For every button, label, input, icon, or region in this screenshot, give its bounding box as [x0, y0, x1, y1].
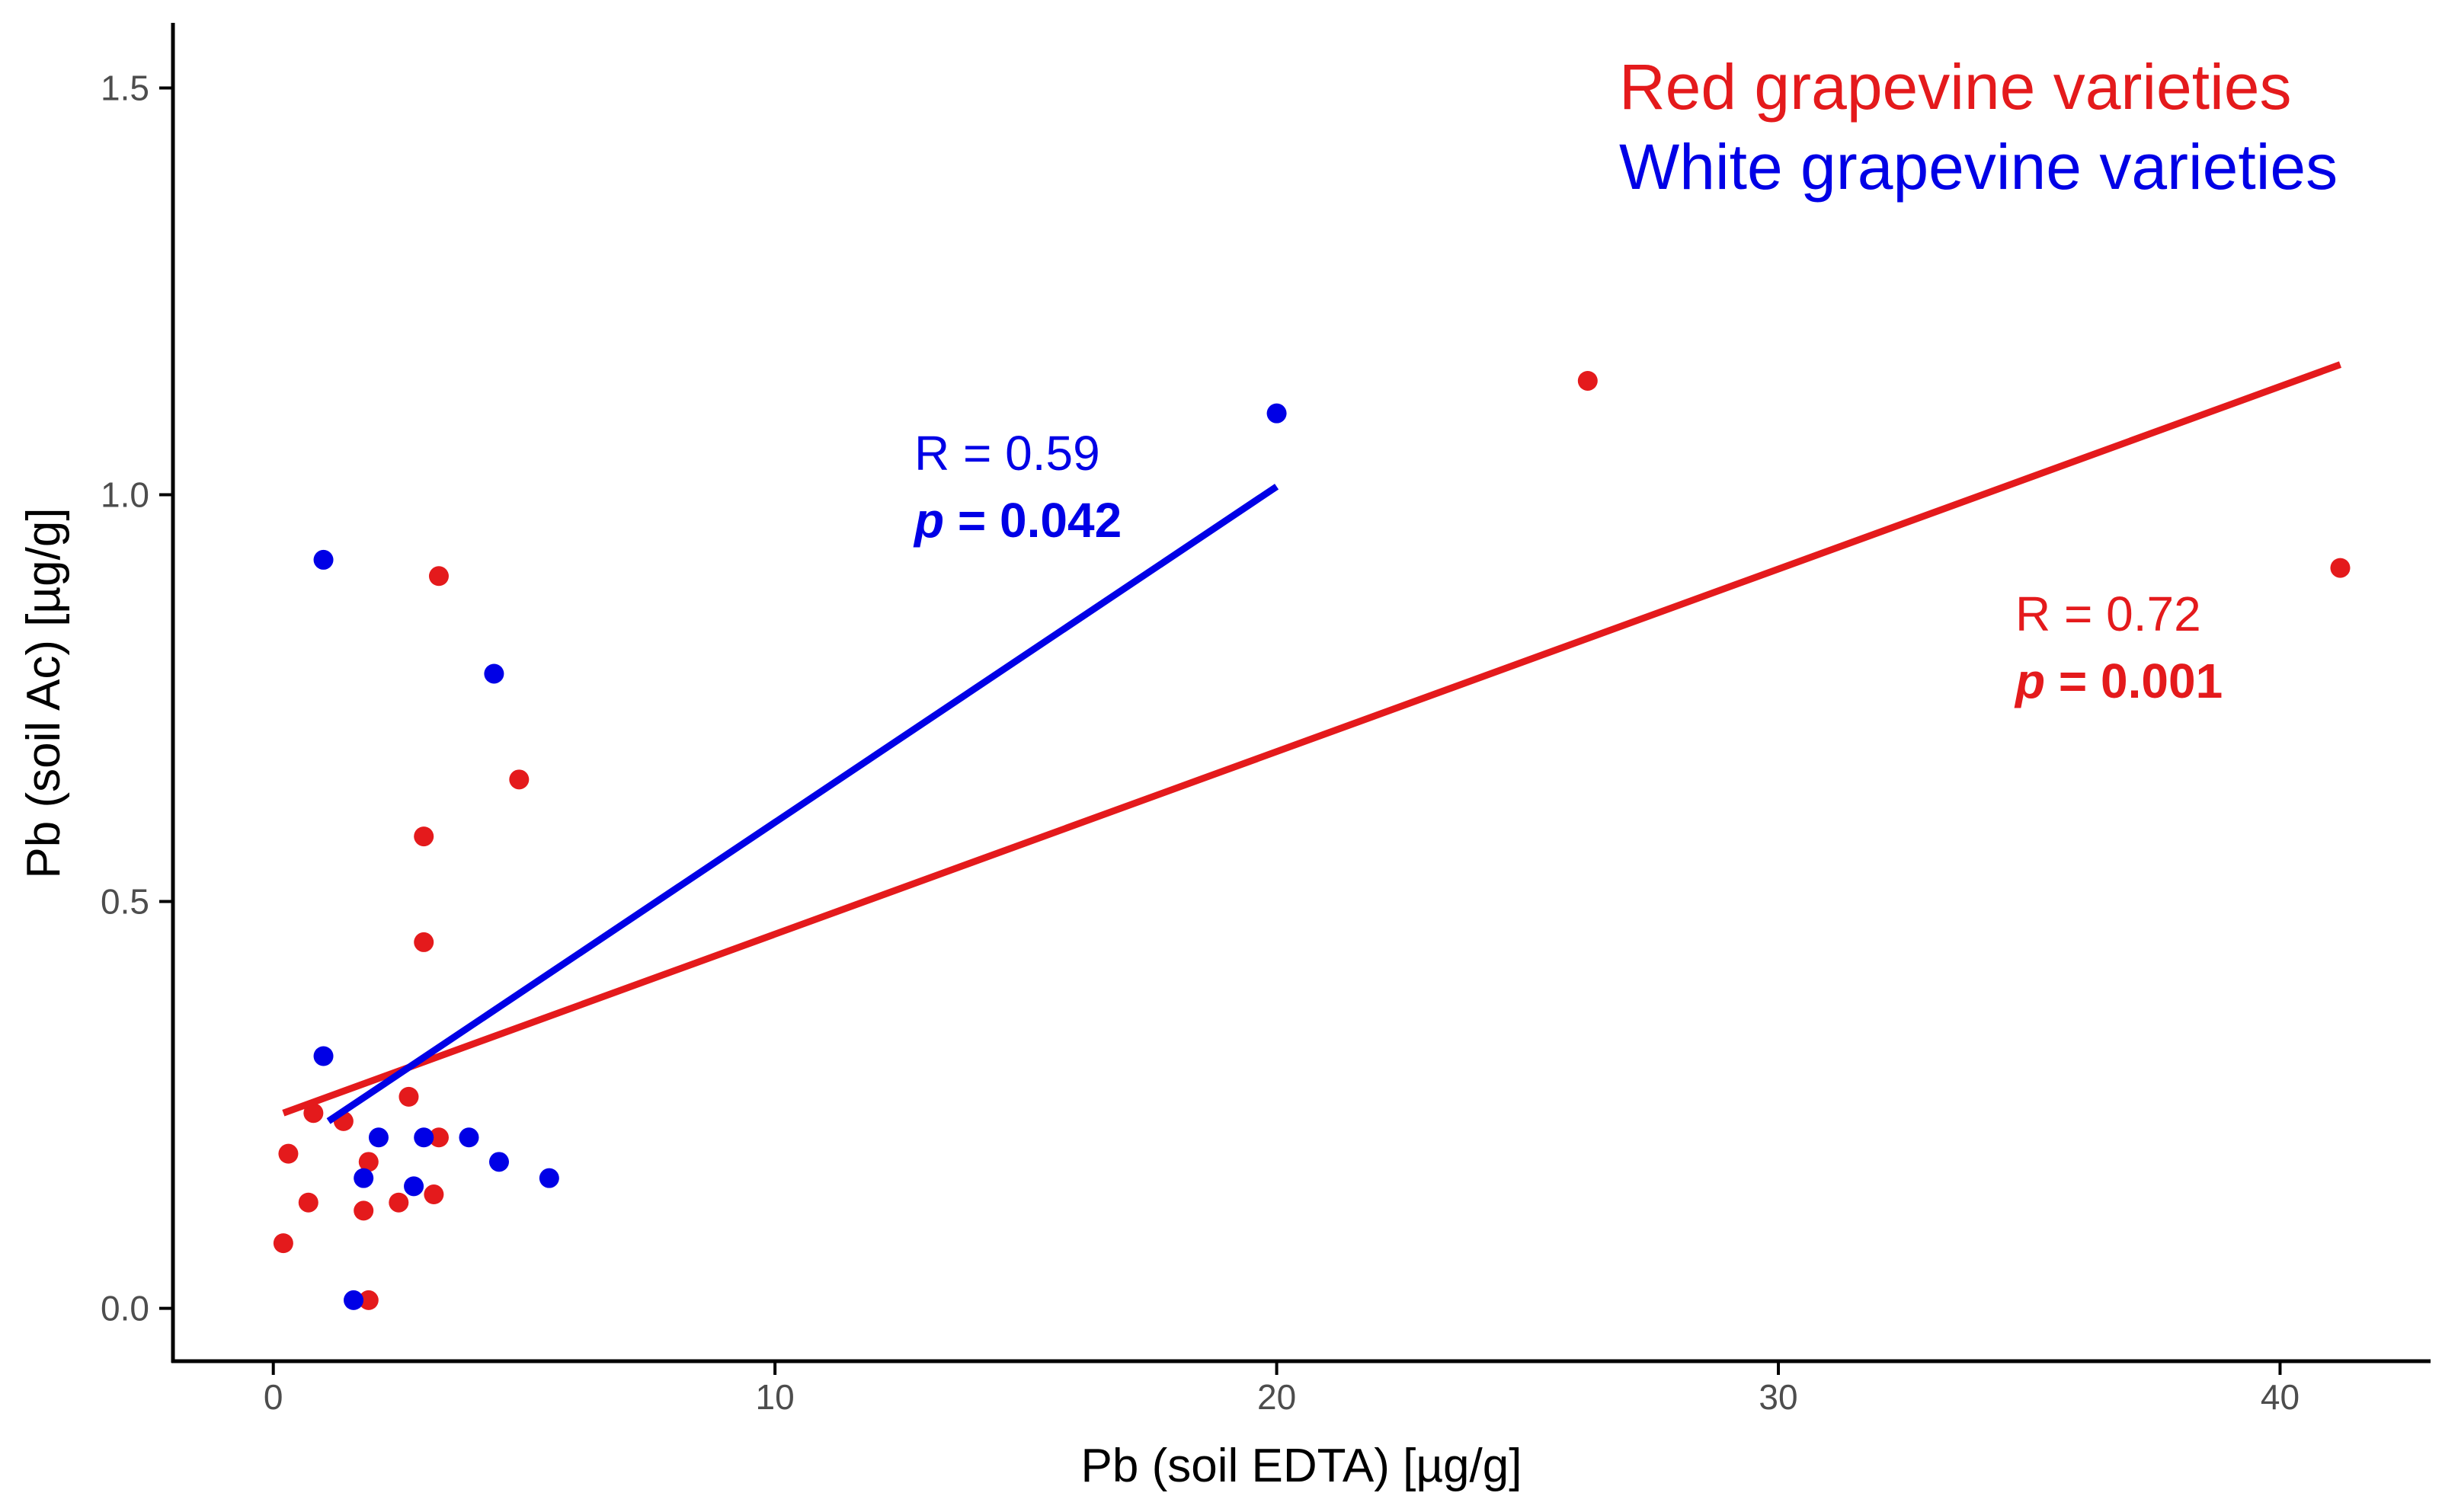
- red-regression-line: [282, 361, 2342, 1117]
- white-r-annotation: R = 0.59: [914, 426, 1100, 481]
- points-layer: [273, 370, 2351, 1310]
- red-variety-point: [509, 769, 530, 790]
- legend-red-varieties: Red grapevine varieties: [1619, 51, 2292, 123]
- white-regression-line: [326, 484, 1279, 1124]
- white-variety-point: [539, 1168, 559, 1188]
- white-variety-point: [1266, 403, 1287, 424]
- red-variety-point: [303, 1103, 324, 1124]
- white-variety-point: [313, 549, 334, 570]
- white-variety-point: [354, 1168, 374, 1188]
- red-p-value: = 0.001: [2045, 654, 2223, 708]
- white-variety-point: [313, 1046, 334, 1066]
- red-variety-point: [389, 1192, 409, 1213]
- x-tick-label: 30: [1759, 1377, 1797, 1417]
- red-variety-point: [358, 1290, 379, 1310]
- x-axis-ticks: 0 10 20 30 40: [264, 1361, 2300, 1417]
- fit-lines-layer: [282, 361, 2342, 1124]
- red-variety-point: [354, 1200, 374, 1221]
- x-axis-title: Pb (soil EDTA) [µg/g]: [1081, 1440, 1522, 1492]
- red-variety-point: [278, 1143, 299, 1164]
- red-variety-point: [414, 932, 434, 952]
- white-variety-point: [484, 663, 504, 684]
- red-variety-point: [428, 1127, 449, 1148]
- white-p-value: = 0.042: [944, 493, 1122, 548]
- white-variety-point: [414, 1127, 434, 1148]
- y-tick-label: 0.0: [101, 1289, 149, 1328]
- x-tick-label: 40: [2261, 1377, 2300, 1417]
- red-r-annotation: R = 0.72: [2015, 587, 2201, 641]
- x-tick-label: 10: [756, 1377, 795, 1417]
- y-tick-label: 1.0: [101, 475, 149, 514]
- red-variety-point: [414, 826, 434, 847]
- white-p-annotation: p = 0.042: [913, 493, 1122, 548]
- white-p-symbol: p: [913, 493, 944, 548]
- y-tick-label: 0.5: [101, 882, 149, 922]
- x-tick-label: 20: [1257, 1377, 1296, 1417]
- y-axis-ticks: 0.0 0.5 1.0 1.5: [101, 68, 173, 1328]
- white-variety-point: [368, 1127, 389, 1148]
- red-variety-point: [424, 1184, 444, 1205]
- red-variety-point: [2330, 558, 2351, 578]
- red-variety-point: [358, 1152, 379, 1172]
- red-variety-point: [1577, 370, 1598, 391]
- white-variety-point: [404, 1176, 424, 1197]
- y-tick-label: 1.5: [101, 68, 149, 107]
- y-axis-title: Pb (soil Ac) [µg/g]: [18, 507, 70, 878]
- legend-white-varieties: White grapevine varieties: [1619, 131, 2338, 203]
- white-variety-point: [459, 1127, 479, 1148]
- white-variety-point: [488, 1152, 509, 1172]
- red-p-annotation: p = 0.001: [2014, 654, 2223, 708]
- red-variety-point: [428, 566, 449, 587]
- x-tick-label: 0: [264, 1377, 283, 1417]
- red-p-symbol: p: [2014, 654, 2045, 708]
- red-variety-point: [398, 1086, 419, 1107]
- red-variety-point: [298, 1192, 318, 1213]
- red-variety-point: [273, 1233, 293, 1254]
- white-variety-point: [344, 1290, 364, 1310]
